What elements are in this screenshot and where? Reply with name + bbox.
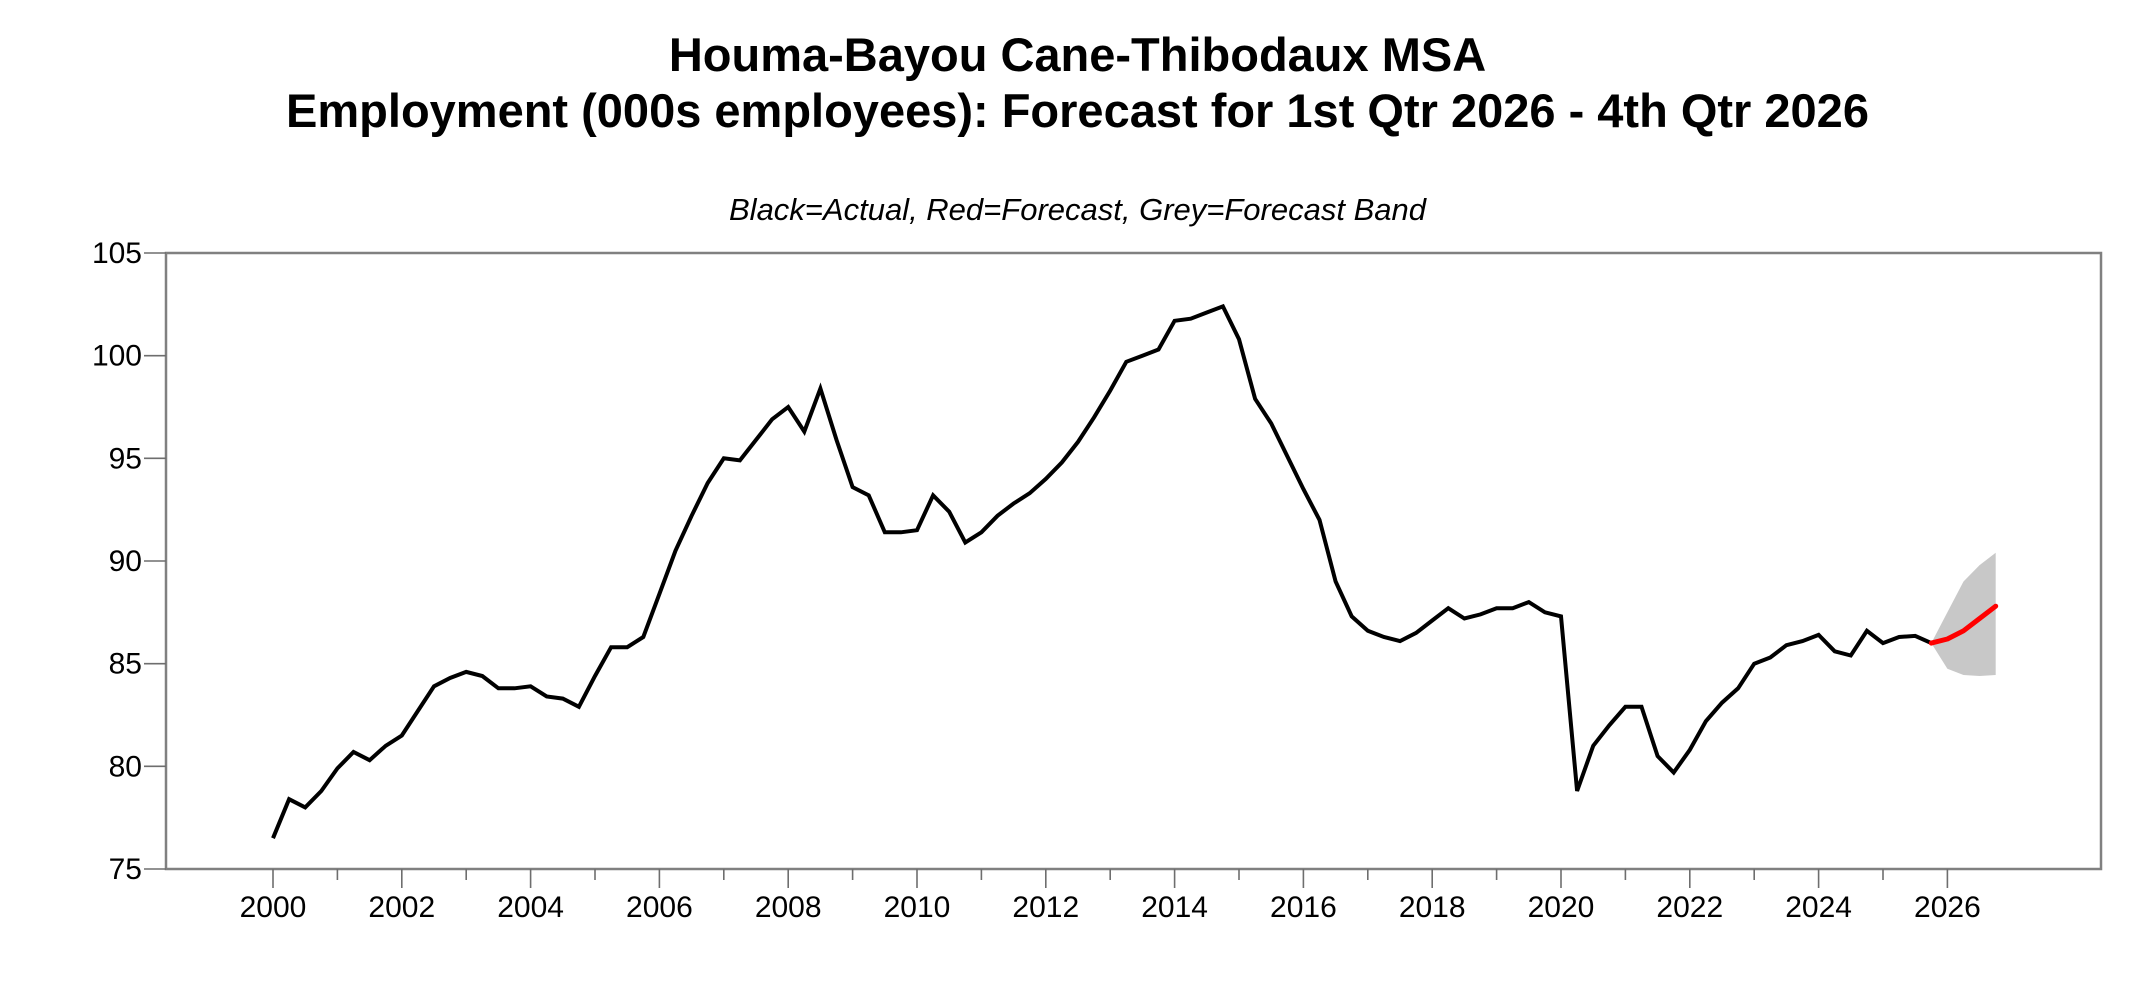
x-axis-label: 2004 xyxy=(497,891,564,924)
y-axis-label: 105 xyxy=(92,237,142,270)
actual-line xyxy=(271,303,1933,839)
y-axis-label: 85 xyxy=(109,648,142,681)
x-axis: 2000 2002 2004 2006 2008 2010 2012 2014 2016 2018… xyxy=(240,869,1981,924)
x-axis-label: 2024 xyxy=(1785,891,1852,924)
x-axis-label: 2002 xyxy=(368,891,435,924)
x-axis-label: 2020 xyxy=(1528,891,1595,924)
plot-frame xyxy=(164,251,2103,871)
x-axis-label: 2022 xyxy=(1656,891,1723,924)
chart-title-line2: Employment (000s employees): Forecast fo… xyxy=(286,84,1869,137)
chart-title-line1: Houma-Bayou Cane-Thibodaux MSA xyxy=(668,28,1487,81)
forecast-line xyxy=(1928,603,1999,646)
x-axis-label: 2010 xyxy=(884,891,951,924)
y-axis: 75 80 85 90 95 100 105 xyxy=(92,237,166,886)
y-axis-label: 100 xyxy=(92,340,142,373)
x-axis-label: 2018 xyxy=(1399,891,1466,924)
y-axis-label: 90 xyxy=(109,545,142,578)
chart-legend-note: Black=Actual, Red=Forecast, Grey=Forecas… xyxy=(729,192,1426,227)
y-axis-label: 95 xyxy=(109,442,142,475)
x-axis-label: 2014 xyxy=(1141,891,1208,924)
y-axis-label: 75 xyxy=(109,853,142,886)
x-axis-label: 2000 xyxy=(240,891,307,924)
y-axis-label: 80 xyxy=(109,750,142,783)
forecast-band-area xyxy=(1931,552,1996,676)
x-axis-label: 2008 xyxy=(755,891,822,924)
x-axis-label: 2012 xyxy=(1012,891,1079,924)
x-axis-label: 2026 xyxy=(1914,891,1981,924)
x-axis-label: 2016 xyxy=(1270,891,1337,924)
x-axis-label: 2006 xyxy=(626,891,693,924)
